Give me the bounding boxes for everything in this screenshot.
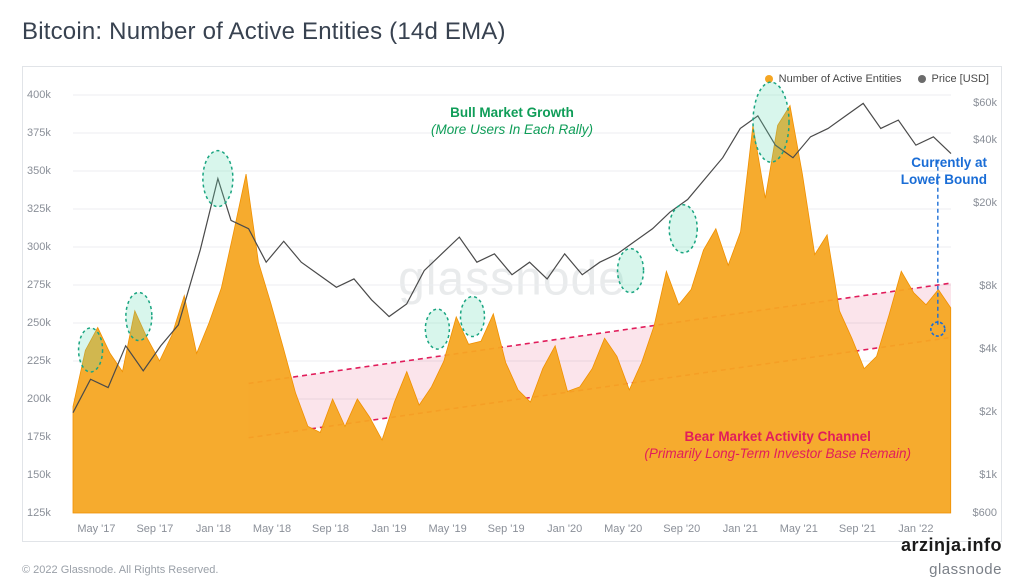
y-left-tick: 350k — [27, 165, 51, 177]
y-left-tick: 225k — [27, 355, 51, 367]
annotation-curr-line2: Lower Bound — [901, 172, 987, 189]
y-left-tick: 175k — [27, 431, 51, 443]
annotation-bull-line1: Bull Market Growth — [450, 105, 574, 120]
chart-container: Number of Active Entities Price [USD] gl… — [22, 66, 1002, 542]
x-tick: Sep '17 — [136, 523, 173, 535]
legend-price-swatch — [918, 75, 926, 83]
y-right-tick: $2k — [979, 406, 997, 418]
y-left-tick: 275k — [27, 279, 51, 291]
y-left-tick: 150k — [27, 469, 51, 481]
y-left-tick: 125k — [27, 507, 51, 519]
legend-entities: Number of Active Entities — [765, 73, 902, 85]
y-right-tick: $1k — [979, 469, 997, 481]
footer-brand: glassnode — [929, 561, 1002, 578]
x-tick: Sep '21 — [839, 523, 876, 535]
annotation-bear: Bear Market Activity Channel (Primarily … — [644, 429, 911, 463]
y-right-tick: $8k — [979, 280, 997, 292]
x-tick: May '18 — [253, 523, 291, 535]
y-left-tick: 200k — [27, 393, 51, 405]
footer-site: arzinja.info — [901, 535, 1002, 556]
annotation-curr-line1: Currently at — [911, 155, 987, 170]
x-tick: Jan '20 — [547, 523, 582, 535]
y-left-tick: 250k — [27, 317, 51, 329]
x-tick: Jan '18 — [196, 523, 231, 535]
x-tick: Jan '19 — [372, 523, 407, 535]
y-left-tick: 375k — [27, 127, 51, 139]
y-right-tick: $600 — [973, 507, 997, 519]
y-right-tick: $20k — [973, 197, 997, 209]
legend-price: Price [USD] — [918, 73, 989, 85]
annotation-curr: Currently at Lower Bound — [901, 155, 987, 189]
page-title: Bitcoin: Number of Active Entities (14d … — [22, 18, 1002, 46]
y-left-tick: 400k — [27, 89, 51, 101]
y-left-tick: 300k — [27, 241, 51, 253]
annotation-bull: Bull Market Growth (More Users In Each R… — [431, 105, 593, 139]
x-tick: May '17 — [77, 523, 115, 535]
y-right-tick: $60k — [973, 97, 997, 109]
annotation-bear-line2: (Primarily Long-Term Investor Base Remai… — [644, 446, 911, 463]
x-tick: Sep '20 — [663, 523, 700, 535]
y-left-tick: 325k — [27, 203, 51, 215]
annotation-bear-line1: Bear Market Activity Channel — [685, 429, 871, 444]
annotation-bull-line2: (More Users In Each Rally) — [431, 122, 593, 139]
x-tick: Jan '21 — [723, 523, 758, 535]
y-right-tick: $40k — [973, 134, 997, 146]
x-tick: May '21 — [780, 523, 818, 535]
footer-copyright: © 2022 Glassnode. All Rights Reserved. — [22, 564, 218, 576]
legend-entities-label: Number of Active Entities — [779, 73, 902, 85]
x-tick: Sep '18 — [312, 523, 349, 535]
y-right-tick: $4k — [979, 343, 997, 355]
x-tick: Sep '19 — [488, 523, 525, 535]
legend-price-label: Price [USD] — [932, 73, 989, 85]
x-tick: May '20 — [604, 523, 642, 535]
x-tick: May '19 — [429, 523, 467, 535]
x-tick: Jan '22 — [898, 523, 933, 535]
legend: Number of Active Entities Price [USD] — [765, 73, 989, 85]
